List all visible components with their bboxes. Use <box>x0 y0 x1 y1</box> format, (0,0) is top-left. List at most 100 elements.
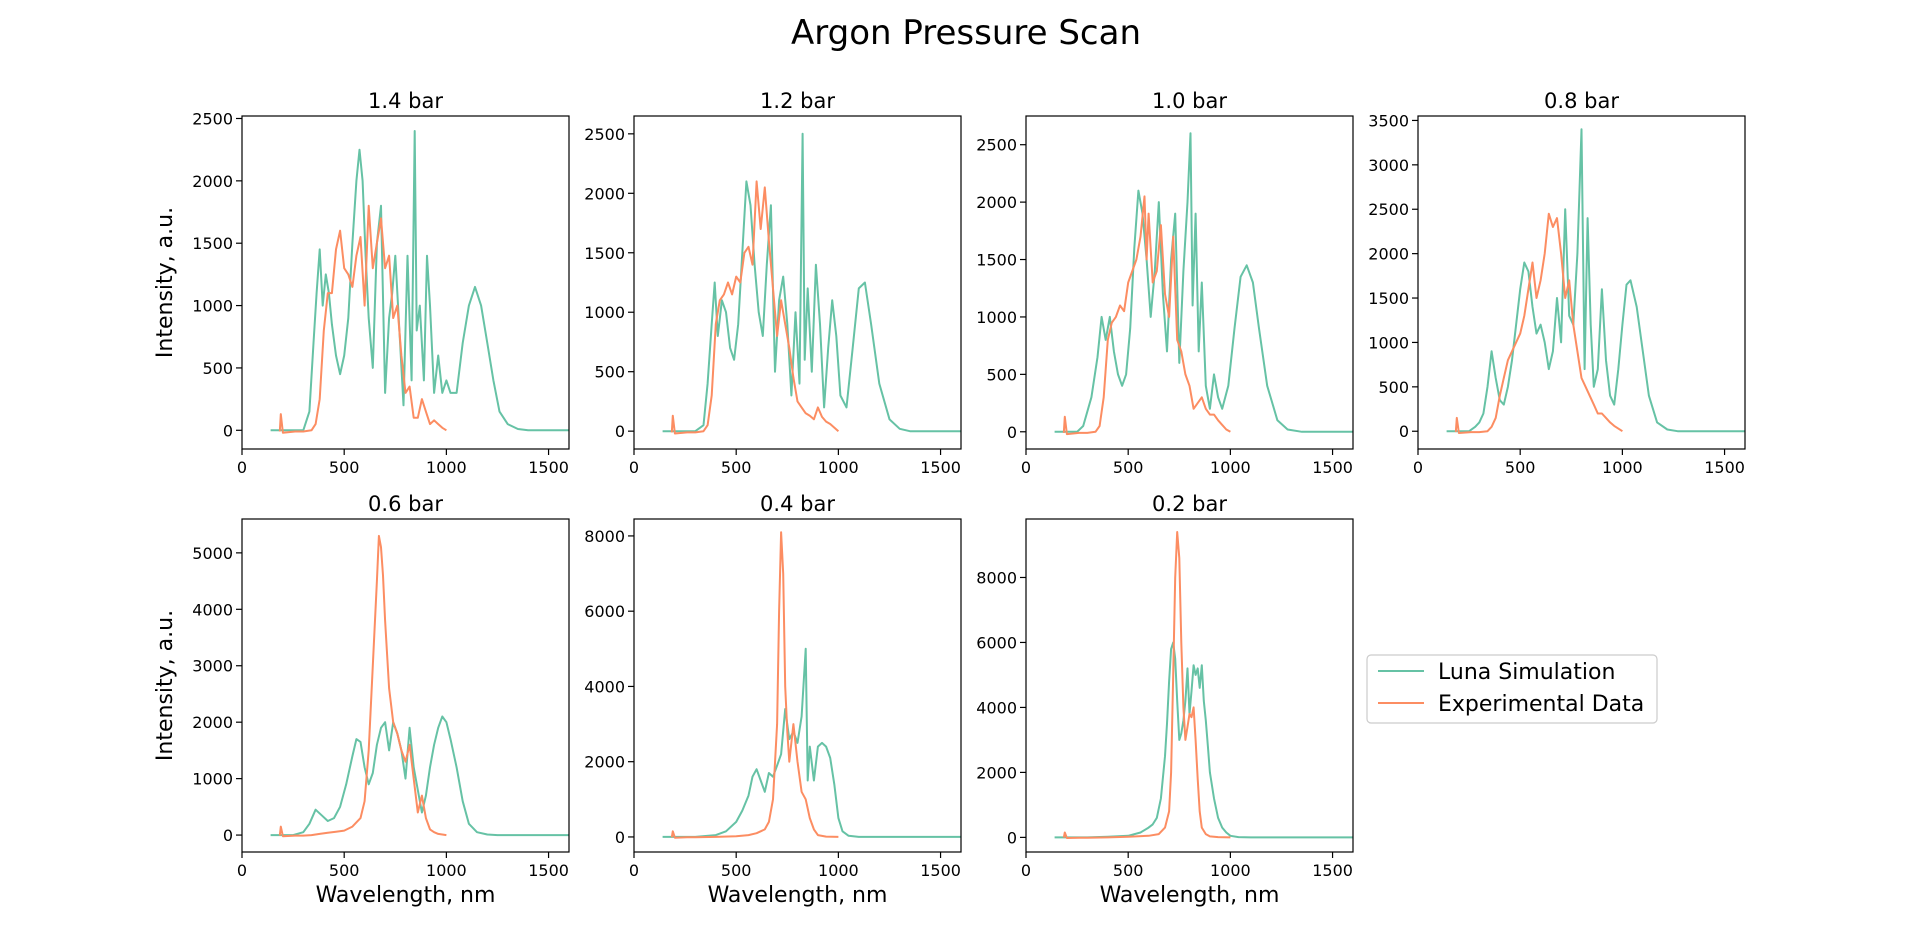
legend-label: Luna Simulation <box>1438 660 1615 685</box>
y-tick-label: 0 <box>615 422 625 441</box>
x-tick-label: 500 <box>721 458 752 477</box>
y-tick-label: 2000 <box>976 763 1017 782</box>
series-line-simulation <box>1054 641 1353 839</box>
panel-title: 1.4 bar <box>368 89 443 113</box>
y-tick-label: 0 <box>223 421 233 440</box>
x-tick-label: 0 <box>1021 861 1031 880</box>
y-tick-label: 1500 <box>584 244 625 263</box>
x-tick-label: 500 <box>721 861 752 880</box>
x-tick-label: 1500 <box>1312 458 1353 477</box>
x-tick-label: 500 <box>1113 861 1144 880</box>
plot-frame <box>1417 115 1746 450</box>
x-tick-label: 0 <box>629 861 639 880</box>
y-tick-label: 500 <box>594 363 625 382</box>
panel-title: 1.0 bar <box>1152 89 1227 113</box>
panel-title: 1.2 bar <box>760 89 835 113</box>
series-line-experimental <box>278 204 447 434</box>
series-line-experimental <box>670 180 840 435</box>
x-tick-label: 500 <box>1505 458 1536 477</box>
panel-1: 0 500 1000 1500 0 500 1000 1500 2000 2500 1.4 bar I… <box>153 89 570 477</box>
x-axis-label: Wavelength, nm <box>708 883 888 908</box>
x-axis-label: Wavelength, nm <box>1100 883 1280 908</box>
y-tick-label: 1500 <box>1368 289 1409 308</box>
panel-2: 0 500 1000 1500 0 500 1000 1500 2000 2500 1.2 bar <box>584 89 962 477</box>
panel-6: 0 500 1000 1500 0 2000 4000 6000 8000 0.4 bar Wave… <box>584 492 962 908</box>
y-tick-label: 0 <box>1007 828 1017 847</box>
y-tick-label: 500 <box>1378 378 1409 397</box>
y-tick-label: 6000 <box>976 633 1017 652</box>
y-tick-label: 4000 <box>584 677 625 696</box>
y-tick-label: 8000 <box>976 568 1017 587</box>
y-tick-label: 3500 <box>1368 111 1409 130</box>
y-tick-label: 0 <box>223 826 233 845</box>
x-tick-label: 500 <box>1113 458 1144 477</box>
series-line-experimental <box>1062 531 1231 839</box>
panel-3: 0 500 1000 1500 0 500 1000 1500 2000 2500 1.0 bar <box>976 89 1354 477</box>
legend: Luna Simulation Experimental Data <box>1366 654 1658 724</box>
series-line-experimental <box>278 534 447 838</box>
plot-frame <box>241 115 570 450</box>
y-tick-label: 2500 <box>192 109 233 128</box>
plot-frame <box>241 518 570 853</box>
y-tick-label: 500 <box>202 359 233 378</box>
x-tick-label: 0 <box>237 458 247 477</box>
y-axis-label: Intensity, a.u. <box>153 610 178 761</box>
x-tick-label: 1000 <box>1210 861 1251 880</box>
series-line-simulation <box>1054 132 1353 433</box>
series-line-simulation <box>270 715 569 837</box>
y-tick-label: 2000 <box>192 713 233 732</box>
y-tick-label: 2000 <box>976 193 1017 212</box>
x-tick-label: 1500 <box>920 861 961 880</box>
panel-7: 0 500 1000 1500 0 2000 4000 6000 8000 0.2 bar Wave… <box>976 492 1354 908</box>
y-tick-label: 1000 <box>1368 333 1409 352</box>
y-tick-label: 0 <box>1007 423 1017 442</box>
y-tick-label: 2500 <box>1368 200 1409 219</box>
y-tick-label: 1000 <box>192 297 233 316</box>
x-tick-label: 0 <box>237 861 247 880</box>
series-line-simulation <box>270 130 569 432</box>
y-tick-label: 2000 <box>1368 245 1409 264</box>
plot-frame <box>633 518 962 853</box>
x-tick-label: 1500 <box>528 458 569 477</box>
x-tick-label: 500 <box>329 861 360 880</box>
series-line-experimental <box>1062 195 1231 436</box>
panel-5: 0 500 1000 1500 0 1000 2000 3000 4000 5000 0.6 bar… <box>153 492 570 908</box>
x-axis-label: Wavelength, nm <box>316 883 496 908</box>
panel-title: 0.8 bar <box>1544 89 1619 113</box>
x-tick-label: 1500 <box>1312 861 1353 880</box>
panel-title: 0.2 bar <box>1152 492 1227 516</box>
x-tick-label: 1500 <box>1704 458 1745 477</box>
x-tick-label: 1000 <box>1602 458 1643 477</box>
y-tick-label: 2000 <box>192 172 233 191</box>
series-line-experimental <box>1454 212 1623 434</box>
y-tick-label: 0 <box>615 828 625 847</box>
y-tick-label: 8000 <box>584 527 625 546</box>
series-line-simulation <box>662 647 961 838</box>
y-tick-label: 2500 <box>976 136 1017 155</box>
y-tick-label: 0 <box>1399 422 1409 441</box>
panel-title: 0.6 bar <box>368 492 443 516</box>
plot-frame <box>1025 115 1354 450</box>
panel-4: 0 500 1000 1500 0 500 1000 1500 2000 2500 3000 3500… <box>1368 89 1746 477</box>
x-tick-label: 500 <box>329 458 360 477</box>
y-tick-label: 3000 <box>192 657 233 676</box>
x-tick-label: 1000 <box>426 458 467 477</box>
x-tick-label: 1500 <box>920 458 961 477</box>
figure-title: Argon Pressure Scan <box>791 13 1141 53</box>
series-line-experimental <box>670 531 839 839</box>
x-tick-label: 0 <box>1413 458 1423 477</box>
x-tick-label: 1000 <box>818 861 859 880</box>
x-tick-label: 1000 <box>818 458 859 477</box>
y-tick-label: 1500 <box>192 234 233 253</box>
y-tick-label: 500 <box>986 365 1017 384</box>
y-tick-label: 1000 <box>976 308 1017 327</box>
y-tick-label: 1500 <box>976 251 1017 270</box>
plot-frame <box>1025 518 1354 853</box>
x-tick-label: 0 <box>629 458 639 477</box>
y-tick-label: 2000 <box>584 184 625 203</box>
y-axis-label: Intensity, a.u. <box>153 207 178 358</box>
series-line-simulation <box>662 132 961 433</box>
y-tick-label: 4000 <box>192 600 233 619</box>
